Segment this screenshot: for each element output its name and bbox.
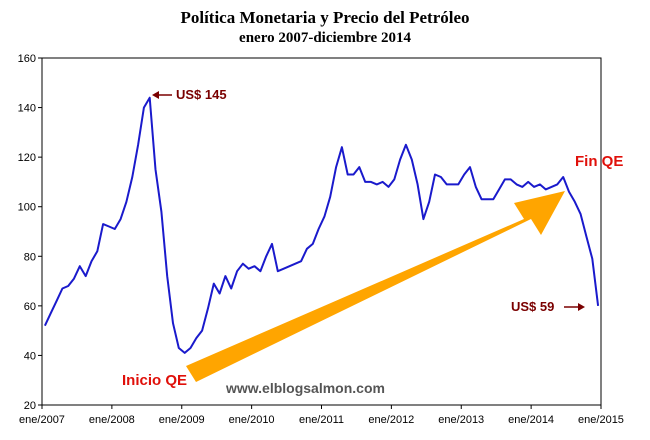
x-tick-label: ene/2015: [578, 414, 624, 426]
x-tick-label: ene/2008: [89, 414, 135, 426]
y-tick-label: 60: [24, 301, 36, 313]
y-tick-label: 120: [18, 152, 36, 164]
y-tick-label: 40: [24, 350, 36, 362]
y-tick-label: 140: [18, 103, 36, 115]
peak-pointer-arrow: [152, 91, 172, 99]
qe-end-label: Fin QE: [575, 153, 623, 170]
oil-price-line: [43, 96, 600, 354]
peak-price-label: US$ 145: [176, 87, 227, 102]
y-tick-label: 80: [24, 251, 36, 263]
x-tick-label: ene/2012: [368, 414, 414, 426]
y-axis-ticks: 20 40 60 80 100 120 140 160: [18, 53, 42, 412]
x-axis-ticks: ene/2007 ene/2008 ene/2009 ene/2010 ene/2011…: [19, 405, 624, 426]
x-tick-label: ene/2013: [438, 414, 484, 426]
y-tick-label: 160: [18, 53, 36, 65]
x-tick-label: ene/2011: [299, 414, 344, 426]
y-tick-label: 100: [18, 202, 36, 214]
source-watermark: www.elblogsalmon.com: [225, 380, 385, 396]
x-tick-label: ene/2010: [229, 414, 275, 426]
x-tick-label: ene/2009: [159, 414, 205, 426]
qe-start-label: Inicio QE: [122, 372, 187, 389]
end-price-label: US$ 59: [511, 299, 554, 314]
plot-frame: [41, 57, 602, 406]
chart-subtitle: enero 2007-diciembre 2014: [239, 30, 411, 46]
end-pointer-arrow: [564, 303, 585, 311]
qe-period-arrow: [186, 191, 565, 382]
x-tick-label: ene/2007: [19, 414, 65, 426]
x-tick-label: ene/2014: [508, 414, 554, 426]
chart-title: Política Monetaria y Precio del Petróleo: [180, 8, 470, 27]
y-tick-label: 20: [24, 400, 36, 412]
